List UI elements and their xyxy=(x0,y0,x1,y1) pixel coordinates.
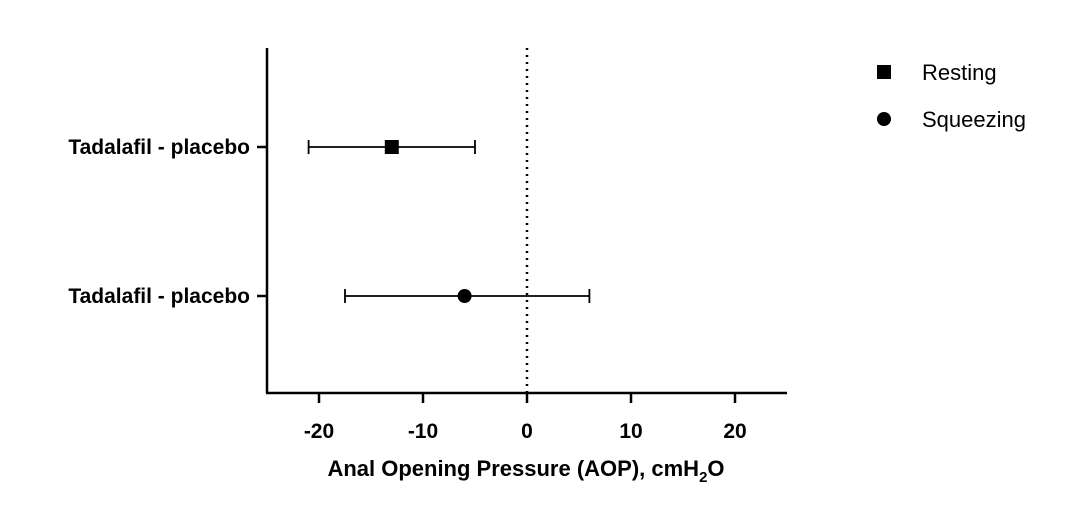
y-axis-categories: Tadalafil - placebo Tadalafil - placebo xyxy=(68,136,267,308)
legend: Resting Squeezing xyxy=(877,60,1026,132)
legend-label: Squeezing xyxy=(922,107,1026,132)
data-marks xyxy=(307,140,591,303)
point-estimate-circle xyxy=(457,289,472,303)
x-tick-label: 0 xyxy=(521,420,533,443)
x-axis-title: Anal Opening Pressure (AOP), cmH2O xyxy=(327,456,724,486)
x-axis-title-main: Anal Opening Pressure (AOP), cmH xyxy=(327,456,699,481)
x-tick-label: -10 xyxy=(408,420,438,443)
x-tick-label: 20 xyxy=(723,420,746,443)
point-estimate-square xyxy=(384,140,399,154)
x-tick-label: 10 xyxy=(619,420,642,443)
legend-marker-square xyxy=(877,65,891,79)
legend-marker-circle xyxy=(877,112,891,126)
x-axis-title-subscript: 2 xyxy=(699,469,707,486)
x-axis-ticks: -20 -10 0 10 20 xyxy=(304,393,747,443)
x-axis-title-tail: O xyxy=(707,456,724,481)
y-category-label: Tadalafil - placebo xyxy=(68,285,250,308)
x-tick-label: -20 xyxy=(304,420,334,443)
legend-label: Resting xyxy=(922,60,997,85)
y-category-label: Tadalafil - placebo xyxy=(68,136,250,159)
